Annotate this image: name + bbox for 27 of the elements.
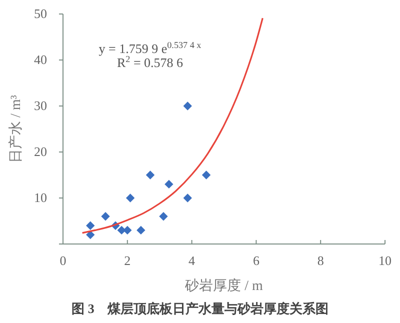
point: [164, 180, 174, 189]
y-tick-label: 50: [34, 6, 47, 22]
x-tick-label: 2: [124, 253, 131, 268]
y-tick-label: 40: [34, 52, 47, 68]
point: [86, 221, 95, 230]
x-tick-label: 10: [378, 253, 392, 268]
text: 图 3 煤层顶底板日产水量与砂岩厚度关系图: [72, 301, 328, 316]
point: [183, 194, 192, 202]
line-series: [82, 17, 264, 234]
x-tick-label: 6: [252, 253, 260, 268]
y-axis-title: 日产水 / m³: [8, 95, 24, 163]
point: [136, 226, 146, 235]
point: [101, 212, 110, 221]
point: [146, 170, 155, 180]
y-tick-label: 30: [34, 98, 47, 114]
point: [183, 102, 192, 110]
point: [126, 194, 135, 202]
x-axis-title: 砂岩厚度 / m: [184, 278, 263, 294]
annotation: y = 1.759 9 e$^{0.537 4 x}$: [98, 40, 202, 56]
x-tick-label: 8: [317, 253, 324, 268]
y-tick-label: 10: [34, 190, 47, 206]
point: [202, 170, 211, 180]
y-tick-label: 20: [34, 144, 47, 160]
x-tick-label: 0: [60, 253, 66, 268]
x-tick-label: 4: [188, 253, 196, 268]
annotation: R$^{2}$ = 0.578 6: [116, 54, 184, 70]
point: [159, 212, 168, 221]
